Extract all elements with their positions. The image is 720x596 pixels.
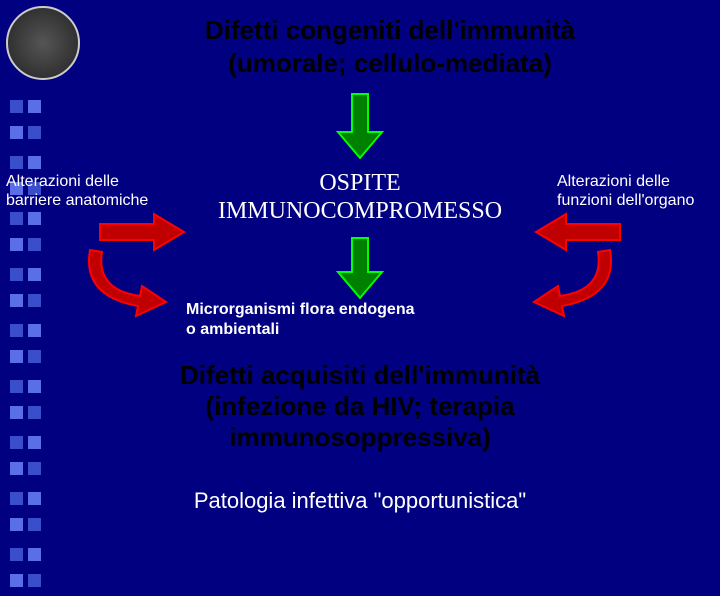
bottom-title-line2: (infezione da HIV; terapia (205, 391, 514, 421)
bottom-title: Difetti acquisiti dell'immunità (infezio… (80, 360, 640, 454)
title-line1: Difetti congeniti dell'immunità (205, 15, 575, 45)
bottom-title-line1: Difetti acquisiti dell'immunità (180, 360, 540, 390)
micro-line2: o ambientali (186, 321, 279, 338)
center-line1: OSPITE (319, 170, 400, 196)
title-line2: (umorale; cellulo-mediata) (228, 48, 552, 78)
arrow-down-bottom (330, 236, 390, 302)
curved-arrow-right (510, 240, 620, 320)
curved-arrow-left (80, 240, 190, 320)
bottom-subtitle: Patologia infettiva "opportunistica" (80, 488, 640, 514)
bottom-title-line3: immunosoppressiva) (229, 422, 491, 452)
decorative-squares (0, 92, 36, 596)
left-label-line1: Alterazioni delle (6, 173, 119, 190)
right-label: Alterazioni delle funzioni dell'organo (557, 172, 712, 210)
right-label-line1: Alterazioni delle (557, 173, 670, 190)
micro-text: Microrganismi flora endogena o ambiental… (186, 300, 486, 340)
slide-title: Difetti congeniti dell'immunità (umorale… (100, 14, 680, 79)
right-label-line2: funzioni dell'organo (557, 192, 694, 209)
left-label: Alterazioni delle barriere anatomiche (6, 172, 176, 210)
left-label-line2: barriere anatomiche (6, 192, 148, 209)
center-line2: IMMUNOCOMPROMESSO (218, 198, 502, 224)
university-seal-logo (6, 6, 80, 80)
bottom-sub-text: Patologia infettiva "opportunistica" (194, 488, 526, 513)
micro-line1: Microrganismi flora endogena (186, 301, 414, 318)
center-box: OSPITE IMMUNOCOMPROMESSO (180, 170, 540, 225)
arrow-down-top (330, 92, 390, 162)
